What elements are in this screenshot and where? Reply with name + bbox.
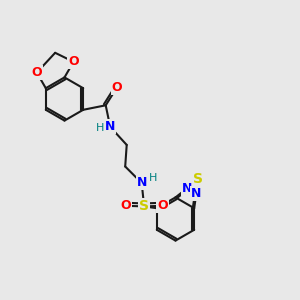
Text: N: N <box>105 120 116 134</box>
Text: S: S <box>139 200 149 213</box>
Text: O: O <box>32 66 42 79</box>
Text: O: O <box>120 199 131 212</box>
Text: N: N <box>191 187 202 200</box>
Text: H: H <box>95 123 104 134</box>
Text: H: H <box>149 173 157 184</box>
Text: O: O <box>158 199 168 212</box>
Text: S: S <box>194 172 203 186</box>
Text: N: N <box>182 182 193 194</box>
Text: O: O <box>68 55 79 68</box>
Text: O: O <box>112 81 122 94</box>
Text: N: N <box>136 176 147 190</box>
